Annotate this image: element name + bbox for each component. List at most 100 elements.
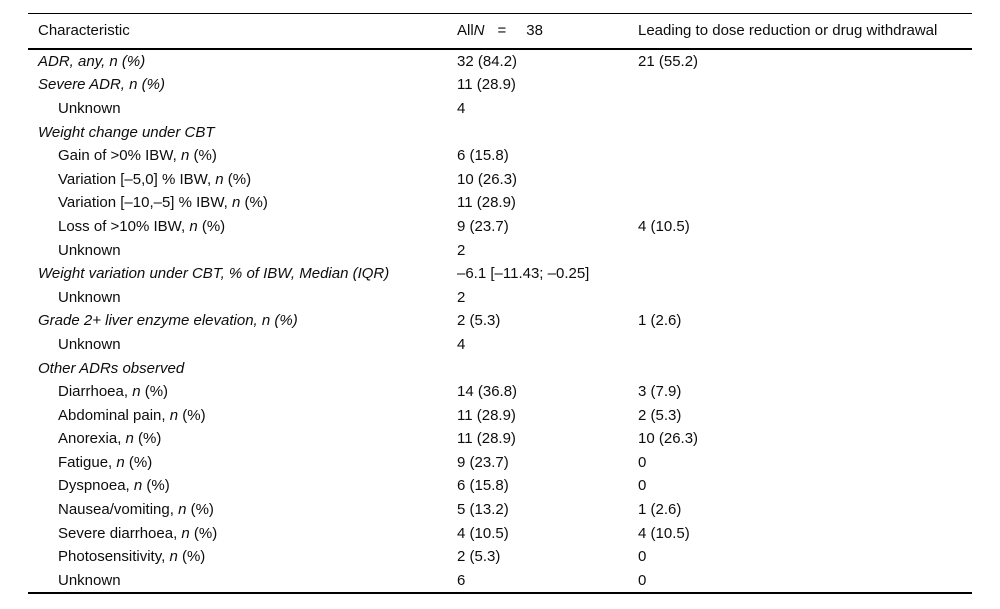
table-row: Grade 2+ liver enzyme elevation, n (%) 2 … (28, 309, 972, 333)
characteristic-cell: Severe diarrhoea, n (%) (28, 525, 457, 542)
characteristic-text: n (178, 501, 187, 519)
characteristic-cell: Unknown (28, 289, 457, 306)
table-row: Loss of >10% IBW, n (%) 9 (23.7) 4 (10.5) (28, 215, 972, 239)
table-row: Weight change under CBT (28, 120, 972, 144)
characteristic-text: n (116, 453, 125, 471)
characteristic-text: Unknown (58, 99, 121, 117)
table-row: Unknown 4 (28, 333, 972, 357)
characteristic-cell: Unknown (28, 336, 457, 353)
characteristic-cell: Loss of >10% IBW, n (%) (28, 218, 457, 235)
characteristic-cell: Unknown (28, 572, 457, 589)
characteristic-text: Unknown (58, 335, 121, 353)
characteristic-text: (%) (186, 501, 214, 519)
characteristic-text: (%) (189, 524, 218, 542)
all-value-cell: 11 (28.9) (457, 406, 516, 424)
adr-characteristics-table: Characteristic AllN = 38 Leading to dose r… (28, 13, 972, 595)
table-row: Photosensitivity, n (%) 2 (5.3) 0 (28, 545, 972, 569)
lead-value-cell: 0 (638, 571, 647, 589)
table-row: Diarrhoea, n (%) 14 (36.8) 3 (7.9) (28, 380, 972, 404)
lead-value-cell: 4 (10.5) (638, 217, 690, 235)
characteristic-text: Grade 2+ liver enzyme elevation, n (%) (38, 312, 298, 330)
table-row: ADR, any, n (%) 32 (84.2) 21 (55.2) (28, 50, 972, 74)
characteristic-text: Variation [–10,–5] % IBW, (58, 194, 232, 212)
all-value-cell: 2 (5.3) (457, 548, 501, 566)
characteristic-text: Unknown (58, 571, 121, 589)
characteristic-cell: Weight change under CBT (28, 124, 457, 141)
characteristic-text: n (189, 217, 198, 235)
all-value-cell: 4 (457, 335, 466, 353)
lead-value-cell: 1 (2.6) (638, 501, 682, 519)
characteristic-text: (%) (140, 383, 169, 401)
column-header-characteristic: Characteristic (38, 22, 130, 40)
characteristic-text: Unknown (58, 288, 121, 306)
characteristic-cell: Gain of >0% IBW, n (%) (28, 147, 457, 164)
table-row: Severe diarrhoea, n (%) 4 (10.5) 4 (10.5) (28, 521, 972, 545)
characteristic-text: n (169, 406, 179, 424)
characteristic-cell: Anorexia, n (%) (28, 430, 457, 447)
all-value-cell: 9 (23.7) (457, 217, 509, 235)
characteristic-text: Severe ADR, n (%) (38, 76, 165, 94)
table-row: Nausea/vomiting, n (%) 5 (13.2) 1 (2.6) (28, 498, 972, 522)
table-row: Dyspnoea, n (%) 6 (15.8) 0 (28, 474, 972, 498)
table-row: Gain of >0% IBW, n (%) 6 (15.8) (28, 144, 972, 168)
characteristic-text: (%) (240, 194, 268, 212)
lead-value-cell: 2 (5.3) (638, 406, 682, 424)
characteristic-text: Photosensitivity, (58, 548, 170, 566)
lead-value-cell: 0 (638, 548, 647, 566)
all-value-cell: 11 (28.9) (457, 194, 516, 212)
characteristic-text: Diarrhoea, (58, 383, 133, 401)
all-value-cell: 2 (5.3) (457, 312, 501, 330)
lead-value-cell: 4 (10.5) (638, 524, 690, 542)
lead-value-cell: 21 (55.2) (638, 52, 699, 70)
all-value-cell: 32 (84.2) (457, 52, 518, 70)
table-row: Other ADRs observed (28, 356, 972, 380)
characteristic-text: (%) (177, 548, 206, 566)
characteristic-cell: Variation [–10,–5] % IBW, n (%) (28, 194, 457, 211)
lead-value-cell: 3 (7.9) (638, 383, 682, 401)
all-value-cell: 4 (10.5) (457, 524, 509, 542)
table-row: Anorexia, n (%) 11 (28.9) 10 (26.3) (28, 427, 972, 451)
characteristic-text: n (180, 147, 190, 165)
all-value-cell: –6.1 [–11.43; –0.25] (457, 265, 590, 283)
n-symbol: N (473, 22, 485, 40)
characteristic-text: Abdominal pain, (58, 406, 170, 424)
characteristic-cell: Other ADRs observed (28, 360, 457, 377)
characteristic-text: Dyspnoea, (58, 477, 134, 495)
characteristic-text: n (132, 383, 141, 401)
characteristic-text: Weight change under CBT (38, 123, 215, 141)
characteristic-cell: Grade 2+ liver enzyme elevation, n (%) (28, 312, 457, 329)
all-value-cell: 2 (457, 241, 466, 259)
characteristic-text: (%) (189, 147, 217, 165)
characteristic-cell: Abdominal pain, n (%) (28, 407, 457, 424)
characteristic-cell: Variation [–5,0] % IBW, n (%) (28, 171, 457, 188)
all-value-cell: 14 (36.8) (457, 383, 518, 401)
all-value-cell: 4 (457, 99, 466, 117)
all-value-cell: 9 (23.7) (457, 453, 509, 471)
all-value-cell: 6 (457, 571, 466, 589)
table-row: Fatigue, n (%) 9 (23.7) 0 (28, 451, 972, 475)
column-header-all-n: AllN = 38 (457, 22, 638, 39)
characteristic-text: Unknown (58, 241, 121, 259)
characteristic-text: Fatigue, (58, 453, 117, 471)
sample-size-value: 38 (526, 22, 543, 40)
characteristic-cell: Unknown (28, 100, 457, 117)
characteristic-text: Gain of >0% IBW, (58, 147, 181, 165)
characteristic-text: n (133, 477, 143, 495)
table-row: Variation [–5,0] % IBW, n (%) 10 (26.3) (28, 167, 972, 191)
characteristic-cell: Photosensitivity, n (%) (28, 548, 457, 565)
table-body: ADR, any, n (%) 32 (84.2) 21 (55.2) Severe … (28, 50, 972, 595)
characteristic-text: n (125, 430, 134, 448)
characteristic-text: ADR, any, n (%) (38, 52, 146, 70)
characteristic-text: (%) (133, 430, 162, 448)
all-value-cell: 11 (28.9) (457, 430, 516, 448)
all-value-cell: 2 (457, 288, 466, 306)
characteristic-text: n (215, 170, 224, 188)
characteristic-text: Other ADRs observed (38, 359, 185, 377)
table-row: Unknown 2 (28, 285, 972, 309)
table-row: Weight variation under CBT, % of IBW, Me… (28, 262, 972, 286)
characteristic-text: n (169, 548, 178, 566)
table-header-row: Characteristic AllN = 38 Leading to dose r… (28, 14, 972, 50)
characteristic-cell: Unknown (28, 242, 457, 259)
table-row: Variation [–10,–5] % IBW, n (%) 11 (28.9) (28, 191, 972, 215)
characteristic-text: Nausea/vomiting, (58, 501, 179, 519)
